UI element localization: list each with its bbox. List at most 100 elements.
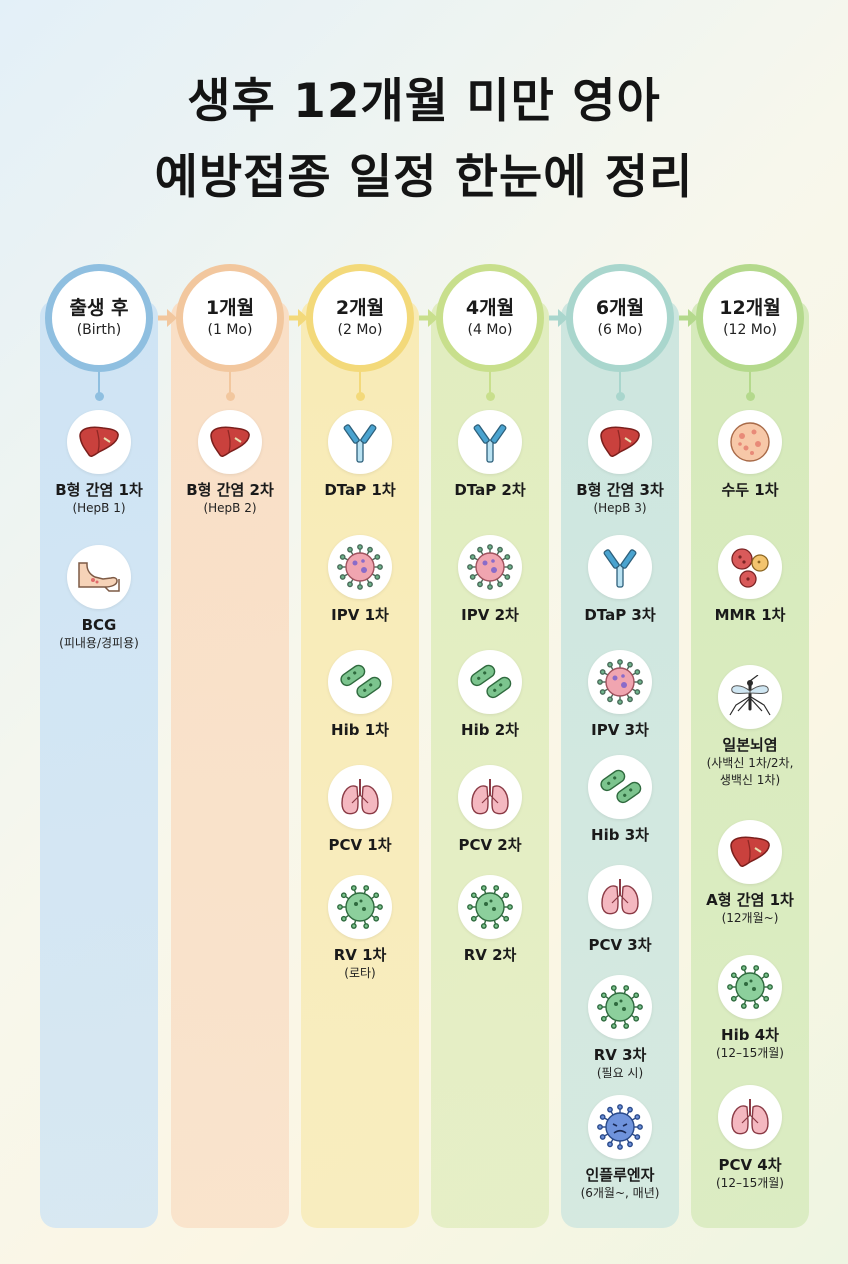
vaccine-note: (HepB 3) [593, 501, 647, 515]
vaccine-item: Hib 1차 [295, 650, 425, 740]
vaccine-name: RV 3차 [593, 1046, 647, 1064]
vaccine-item: 인플루엔자 (6개월~, 매년) [555, 1095, 685, 1202]
stage-label: 12개월 [719, 297, 781, 319]
vaccine-name: MMR 1차 [714, 606, 786, 624]
vaccine-name: 수두 1차 [721, 481, 779, 499]
vaccine-name: 인플루엔자 [585, 1166, 655, 1184]
virus-icon [588, 650, 652, 714]
vaccine-item: 일본뇌염 (사백신 1차/2차, 생백신 1차) [685, 665, 815, 789]
connector-dot [615, 392, 625, 401]
vaccine-name: Hib 3차 [591, 826, 649, 844]
timeline-arrow [679, 303, 699, 333]
vaccine-item: IPV 1차 [295, 535, 425, 625]
antibody-icon [588, 535, 652, 599]
virus-icon [328, 535, 392, 599]
stage-sublabel: (1 Mo) [207, 322, 253, 338]
connector-line [749, 372, 751, 396]
vaccine-name: BCG [81, 616, 117, 634]
antibody-icon [328, 410, 392, 474]
stage-circle: 2개월 (2 Mo) [306, 264, 414, 372]
vaccine-item: RV 2차 [425, 875, 555, 965]
vaccine-item: PCV 1차 [295, 765, 425, 855]
virus-icon [458, 535, 522, 599]
liver-icon [67, 410, 131, 474]
connector-dot [225, 392, 235, 401]
vaccine-item: PCV 3차 [555, 865, 685, 955]
vaccine-item: PCV 4차 (12–15개월) [685, 1085, 815, 1192]
varicella-icon [718, 410, 782, 474]
vaccine-item: DTaP 2차 [425, 410, 555, 500]
vaccine-item: Hib 4차 (12–15개월) [685, 955, 815, 1062]
stage-sublabel: (12 Mo) [723, 322, 777, 338]
stage-circle: 12개월 (12 Mo) [696, 264, 804, 372]
vaccine-item: Hib 3차 [555, 755, 685, 845]
stage-sublabel: (Birth) [76, 322, 122, 338]
mosquito-icon [718, 665, 782, 729]
vaccine-name: PCV 2차 [458, 836, 522, 854]
vaccine-note: (12–15개월) [716, 1046, 784, 1060]
vaccine-name: PCV 4차 [718, 1156, 782, 1174]
vaccine-note: (6개월~, 매년) [580, 1186, 660, 1200]
vaccine-name: IPV 2차 [461, 606, 519, 624]
connector-line [489, 372, 491, 396]
lungs-icon [328, 765, 392, 829]
vaccine-note: (사백신 1차/2차, [706, 756, 794, 770]
lungs-icon [718, 1085, 782, 1149]
stage-circle: 6개월 (6 Mo) [566, 264, 674, 372]
vaccine-name: DTaP 3차 [584, 606, 656, 624]
vaccine-item: DTaP 3차 [555, 535, 685, 625]
liver-icon [718, 820, 782, 884]
vaccine-name: RV 2차 [463, 946, 517, 964]
vaccine-name: B형 간염 2차 [186, 481, 274, 499]
vaccine-item: DTaP 1차 [295, 410, 425, 500]
liver-icon [588, 410, 652, 474]
vaccine-item: B형 간염 2차 (HepB 2) [165, 410, 295, 517]
vaccine-note: (피내용/경피용) [59, 636, 139, 650]
vaccine-name: PCV 3차 [588, 936, 652, 954]
vaccine-name: B형 간염 1차 [55, 481, 143, 499]
vaccine-item: MMR 1차 [685, 535, 815, 625]
stage-sublabel: (4 Mo) [467, 322, 513, 338]
arm-icon [67, 545, 131, 609]
vaccine-note: 생백신 1차) [719, 773, 781, 787]
vaccine-name: Hib 1차 [331, 721, 389, 739]
stage-label: 4개월 [465, 297, 515, 319]
connector-dot [485, 392, 495, 401]
title-line-1: 생후 12개월 미만 영아 [187, 74, 661, 129]
vaccine-item: B형 간염 3차 (HepB 3) [555, 410, 685, 517]
rotavirus-icon [718, 955, 782, 1019]
vaccine-name: DTaP 2차 [454, 481, 526, 499]
vaccine-name: 일본뇌염 [722, 736, 778, 754]
vaccine-note: (HepB 1) [72, 501, 126, 515]
vaccine-name: A형 간염 1차 [706, 891, 794, 909]
vaccine-note: (12개월~) [721, 911, 779, 925]
connector-line [98, 372, 100, 396]
timeline-arrow [158, 303, 178, 333]
vaccine-item: IPV 3차 [555, 650, 685, 740]
vaccine-item: 수두 1차 [685, 410, 815, 500]
vaccine-name: IPV 1차 [331, 606, 389, 624]
rotavirus-icon [458, 875, 522, 939]
timeline-arrow [549, 303, 569, 333]
lungs-icon [458, 765, 522, 829]
bacteria-icon [328, 650, 392, 714]
timeline-arrow [419, 303, 439, 333]
measles-icon [718, 535, 782, 599]
stage-circle: 1개월 (1 Mo) [176, 264, 284, 372]
vaccine-name: IPV 3차 [591, 721, 649, 739]
vaccine-note: (HepB 2) [203, 501, 257, 515]
liver-icon [198, 410, 262, 474]
stage-sublabel: (6 Mo) [597, 322, 643, 338]
vaccine-name: RV 1차 [333, 946, 387, 964]
vaccine-name: DTaP 1차 [324, 481, 396, 499]
vaccine-note: (12–15개월) [716, 1176, 784, 1190]
title-line-2: 예방접종 일정 한눈에 정리 [154, 150, 694, 205]
vaccine-item: RV 1차 (로타) [295, 875, 425, 982]
bacteria-icon [458, 650, 522, 714]
connector-line [359, 372, 361, 396]
stage-circle: 4개월 (4 Mo) [436, 264, 544, 372]
vaccine-name: Hib 2차 [461, 721, 519, 739]
vaccine-item: A형 간염 1차 (12개월~) [685, 820, 815, 927]
vaccine-item: IPV 2차 [425, 535, 555, 625]
vaccine-name: Hib 4차 [721, 1026, 779, 1044]
